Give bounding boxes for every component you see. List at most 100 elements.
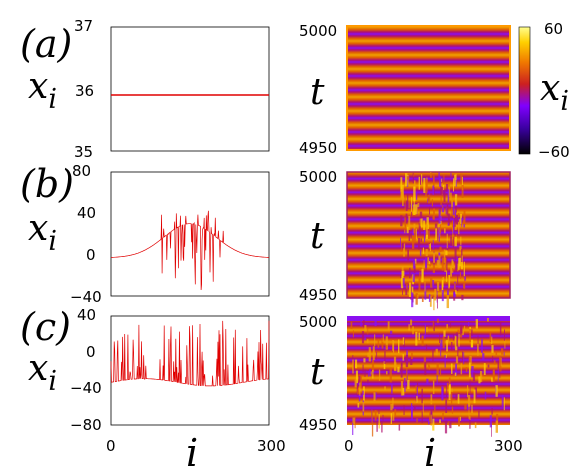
- heatmap-streak: [436, 282, 440, 291]
- heatmap-streak: [441, 207, 445, 213]
- heatmap-streak: [450, 236, 452, 246]
- heatmap-streak: [454, 194, 458, 206]
- heatmap-b-ytick-bottom: 4950: [299, 286, 337, 304]
- heatmap-streak: [439, 246, 442, 252]
- heatmap-streak: [376, 351, 378, 360]
- heatmap-streak: [406, 226, 409, 234]
- heatmap-streak: [431, 199, 433, 207]
- heatmap-c-xlabel: i: [424, 431, 436, 475]
- heatmap-streak: [420, 238, 422, 242]
- heatmap-streak: [462, 330, 464, 336]
- heatmap-b: [346, 171, 511, 311]
- heatmap-streak: [447, 290, 449, 295]
- heatmap-streak: [415, 293, 418, 305]
- heatmap-streak: [421, 297, 424, 302]
- heatmap-streak: [367, 371, 369, 377]
- heatmap-streak: [472, 372, 476, 381]
- heatmap-streak: [392, 340, 394, 351]
- heatmap-streak: [401, 270, 404, 280]
- heatmap-streak: [358, 395, 361, 402]
- heatmap-streak: [503, 397, 505, 411]
- heatmap-streak: [374, 334, 376, 347]
- heatmap-streak: [457, 263, 459, 272]
- heatmap-streak: [425, 191, 427, 197]
- heatmap-streak: [427, 230, 430, 239]
- heatmap-streak: [400, 237, 401, 247]
- heatmap-streak: [355, 359, 358, 369]
- heatmap-streak: [363, 320, 365, 328]
- heatmap-streak: [455, 363, 457, 376]
- heatmap-streak: [450, 388, 453, 392]
- heatmap-streak: [416, 386, 418, 398]
- heatmap-streak: [504, 339, 506, 349]
- heatmap-streak: [421, 335, 424, 346]
- heatmap-streak: [352, 330, 354, 338]
- heatmap-streak: [460, 324, 462, 335]
- heatmap-streak: [477, 343, 479, 356]
- heatmap-streak: [436, 362, 439, 377]
- heatmap-streak: [445, 207, 448, 215]
- heatmap-streak: [424, 361, 427, 375]
- heatmap-a: [346, 25, 511, 151]
- heatmap-streak: [433, 173, 435, 187]
- heatmap-streak: [460, 255, 463, 270]
- heatmap-streak: [390, 403, 393, 411]
- heatmap-streak: [443, 174, 445, 184]
- plot-a-frame: [110, 26, 270, 152]
- heatmap-streak: [360, 320, 362, 327]
- heatmap-streak: [455, 234, 457, 238]
- colorbar-min-label: −60: [538, 143, 570, 161]
- heatmap-streak: [481, 339, 483, 353]
- heatmap-streak: [501, 348, 504, 355]
- heatmap-streak: [413, 180, 416, 189]
- heatmap-streak: [424, 286, 427, 300]
- heatmap-streak: [440, 178, 443, 182]
- heatmap-streak: [457, 212, 460, 218]
- heatmap-streak: [426, 234, 428, 240]
- heatmap-streak: [354, 415, 356, 429]
- heatmap-streak: [434, 288, 437, 301]
- heatmap-streak: [426, 378, 429, 384]
- heatmap-streak: [436, 375, 438, 385]
- heatmap-streak: [419, 267, 421, 272]
- heatmap-streak: [433, 252, 435, 263]
- heatmap-streak: [359, 375, 362, 388]
- heatmap-streak: [438, 227, 440, 242]
- heatmap-streak: [381, 421, 383, 433]
- heatmap-streak: [405, 173, 408, 187]
- heatmap-streak: [458, 219, 461, 223]
- heatmap-streak: [429, 296, 432, 307]
- heatmap-streak: [425, 224, 428, 238]
- heatmap-b-ylabel: t: [310, 216, 325, 257]
- heatmap-streak: [375, 392, 377, 400]
- heatmap-c-ytick-top: 5000: [299, 313, 337, 331]
- heatmap-streak: [403, 405, 405, 415]
- heatmap-streak: [404, 377, 406, 392]
- heatmap-streak: [421, 218, 423, 228]
- heatmap-streak: [415, 385, 418, 394]
- heatmap-streak: [478, 376, 481, 384]
- heatmap-streak: [501, 394, 504, 407]
- heatmap-streak: [402, 354, 404, 361]
- heatmap-streak: [385, 336, 388, 350]
- heatmap-streak: [439, 216, 442, 221]
- heatmap-streak: [357, 389, 360, 395]
- heatmap-streak: [400, 177, 403, 192]
- heatmap-streak: [455, 173, 457, 185]
- ylabel-a-main: x: [28, 66, 48, 107]
- heatmap-streak: [405, 200, 408, 211]
- heatmap-streak: [412, 235, 415, 249]
- heatmap-streak: [504, 329, 505, 341]
- heatmap-streak: [483, 363, 486, 375]
- heatmap-streak: [448, 385, 451, 400]
- heatmap-streak: [446, 256, 448, 271]
- heatmap-streak: [461, 249, 463, 262]
- heatmap-streak: [460, 324, 463, 334]
- heatmap-streak: [424, 230, 426, 243]
- series-line: [111, 210, 269, 291]
- heatmap-streak: [363, 358, 366, 363]
- svg-text:xi: xi: [540, 68, 569, 117]
- heatmap-streak: [407, 176, 410, 180]
- heatmap-streak: [445, 183, 449, 192]
- heatmap-streak: [457, 394, 460, 404]
